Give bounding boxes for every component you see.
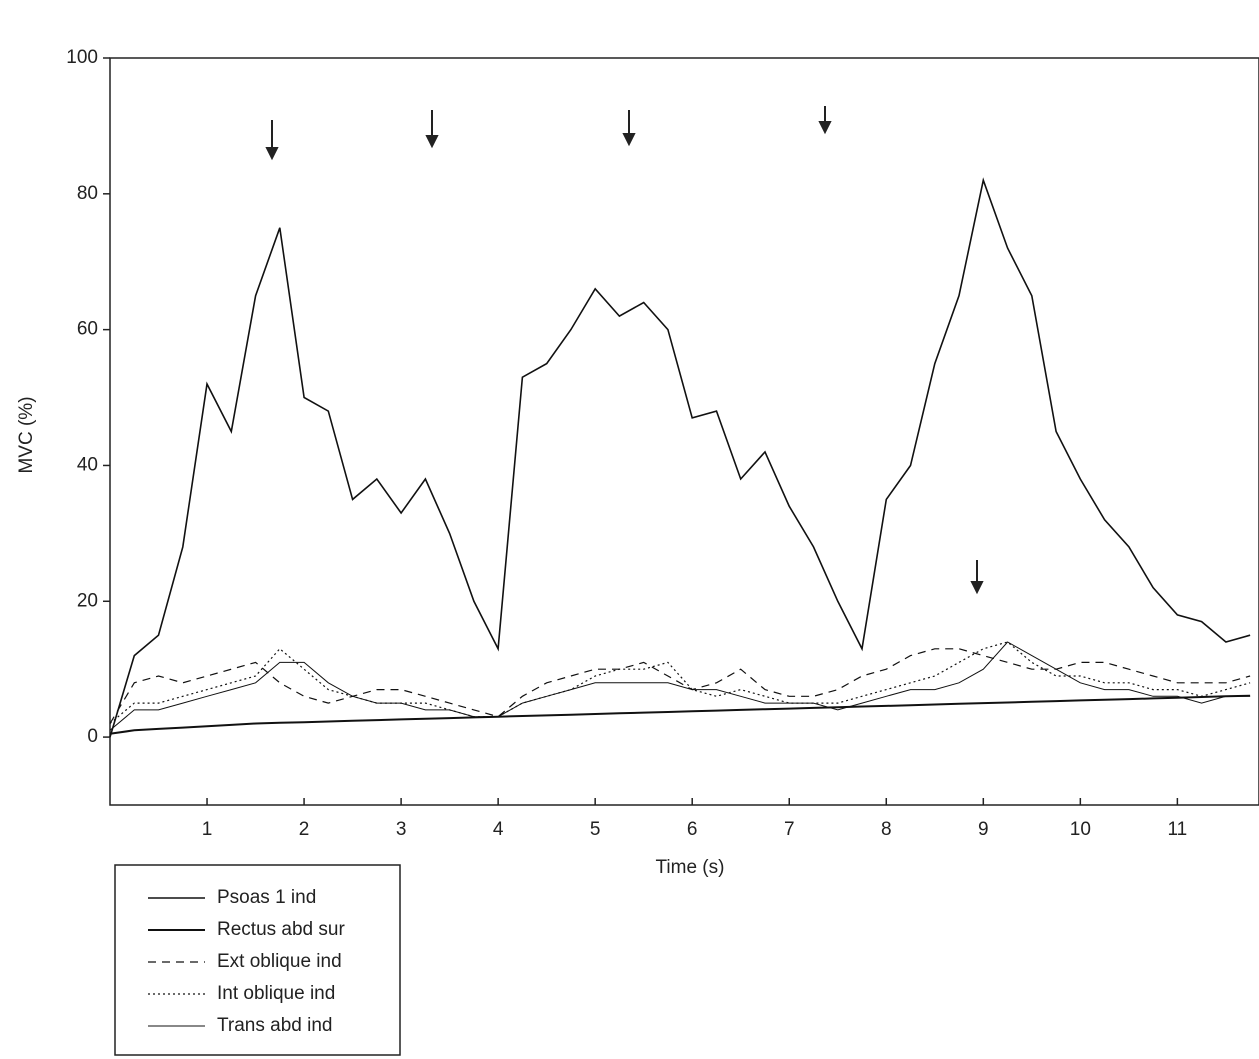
x-tick-label: 6 [687, 819, 698, 840]
y-tick-label: 20 [77, 590, 98, 611]
illustration-arrows [265, 106, 984, 595]
x-tick-label: 10 [1070, 819, 1091, 840]
x-tick-label: 3 [396, 819, 407, 840]
plot-frame [109, 57, 1259, 806]
y-tick-label: 40 [77, 454, 98, 475]
y-tick-label: 100 [66, 47, 98, 68]
legend-label: Psoas 1 ind [217, 887, 316, 908]
x-tick-label: 5 [590, 819, 601, 840]
series-line [109, 641, 1251, 731]
legend-label: Int oblique ind [217, 983, 335, 1004]
x-tick-label: 4 [493, 819, 504, 840]
series-line [109, 648, 1251, 724]
x-tick-label: 7 [784, 819, 795, 840]
x-tick-label: 2 [299, 819, 310, 840]
x-tick-label: 1 [202, 819, 213, 840]
y-tick-label: 60 [77, 319, 98, 340]
series-line [109, 177, 1251, 738]
y-tick-label: 80 [77, 183, 98, 204]
legend-label: Rectus abd sur [217, 919, 345, 940]
legend-label: Trans abd ind [217, 1015, 332, 1036]
x-axis-title: Time (s) [656, 857, 725, 878]
y-tick-label: 0 [87, 726, 98, 747]
series-line [109, 694, 1251, 735]
legend-box [114, 864, 401, 1056]
x-tick-label: 9 [978, 819, 989, 840]
y-axis-title: MVC (%) [16, 396, 37, 473]
legend-label: Ext oblique ind [217, 951, 342, 972]
x-tick-label: 8 [881, 819, 892, 840]
x-tick-label: 11 [1168, 819, 1188, 840]
series-line [109, 641, 1251, 724]
